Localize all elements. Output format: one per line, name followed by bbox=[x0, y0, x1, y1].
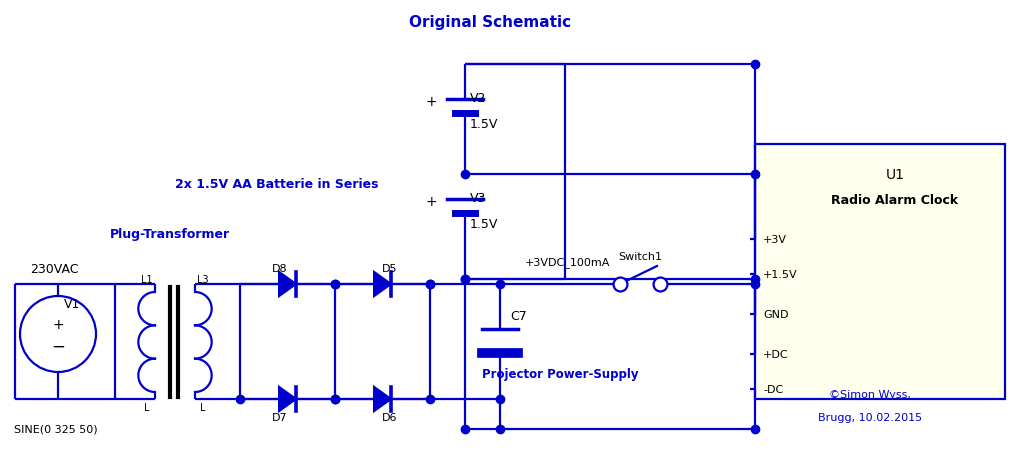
Text: Projector Power-Supply: Projector Power-Supply bbox=[481, 368, 638, 381]
Text: D8: D8 bbox=[272, 263, 288, 273]
Text: +: + bbox=[425, 95, 437, 109]
Text: D5: D5 bbox=[382, 263, 397, 273]
Text: C7: C7 bbox=[510, 310, 526, 323]
Text: 230VAC: 230VAC bbox=[30, 263, 79, 276]
Text: U1: U1 bbox=[886, 167, 904, 182]
Polygon shape bbox=[374, 387, 391, 411]
Polygon shape bbox=[374, 273, 391, 296]
Text: +3VDC_100mA: +3VDC_100mA bbox=[524, 257, 610, 268]
Text: L: L bbox=[144, 402, 150, 412]
Text: Plug-Transformer: Plug-Transformer bbox=[110, 228, 230, 241]
Text: D6: D6 bbox=[382, 412, 397, 422]
Text: GND: GND bbox=[763, 309, 788, 319]
Text: +1.5V: +1.5V bbox=[763, 269, 798, 279]
Text: +DC: +DC bbox=[763, 349, 788, 359]
Text: 1.5V: 1.5V bbox=[470, 217, 499, 231]
Text: Brugg, 10.02.2015: Brugg, 10.02.2015 bbox=[818, 412, 922, 422]
Text: Switch1: Switch1 bbox=[618, 252, 662, 262]
Text: Original Schematic: Original Schematic bbox=[409, 15, 571, 30]
Text: Radio Alarm Clock: Radio Alarm Clock bbox=[831, 193, 958, 206]
Text: -DC: -DC bbox=[763, 384, 783, 394]
FancyBboxPatch shape bbox=[755, 145, 1005, 399]
Text: ©Simon Wyss,: ©Simon Wyss, bbox=[829, 389, 911, 399]
Polygon shape bbox=[280, 273, 296, 296]
Text: SINE(0 325 50): SINE(0 325 50) bbox=[14, 424, 97, 434]
Text: V1: V1 bbox=[65, 298, 80, 311]
Text: −: − bbox=[51, 337, 65, 355]
Text: +: + bbox=[425, 195, 437, 208]
Text: +3V: +3V bbox=[763, 234, 787, 244]
Text: +: + bbox=[52, 317, 63, 331]
Text: L: L bbox=[201, 402, 206, 412]
Text: L1: L1 bbox=[141, 274, 153, 284]
Text: V2: V2 bbox=[470, 92, 486, 105]
Text: V3: V3 bbox=[470, 192, 486, 205]
Text: D7: D7 bbox=[272, 412, 288, 422]
Text: 1.5V: 1.5V bbox=[470, 118, 499, 131]
Text: L3: L3 bbox=[198, 274, 209, 284]
Polygon shape bbox=[280, 387, 296, 411]
Text: 2x 1.5V AA Batterie in Series: 2x 1.5V AA Batterie in Series bbox=[175, 178, 379, 191]
